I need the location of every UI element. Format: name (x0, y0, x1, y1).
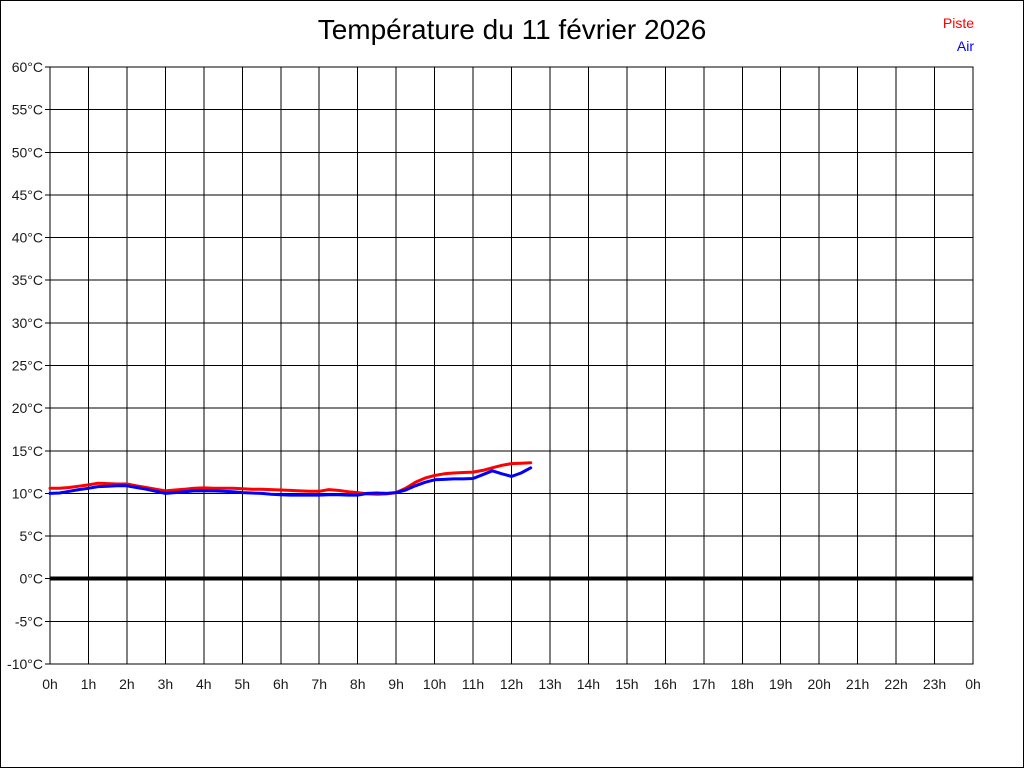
svg-text:20h: 20h (808, 676, 831, 692)
svg-text:22h: 22h (884, 676, 907, 692)
svg-text:0h: 0h (965, 676, 981, 692)
svg-text:6h: 6h (273, 676, 289, 692)
svg-text:1h: 1h (81, 676, 97, 692)
chart-legend: Piste Air (943, 12, 974, 58)
svg-text:4h: 4h (196, 676, 212, 692)
svg-text:-10°C: -10°C (7, 656, 43, 672)
svg-text:25°C: 25°C (12, 358, 43, 374)
svg-text:16h: 16h (654, 676, 677, 692)
svg-text:11h: 11h (462, 676, 484, 692)
legend-item-air: Air (956, 38, 974, 54)
svg-text:10°C: 10°C (12, 485, 43, 501)
svg-text:14h: 14h (577, 676, 600, 692)
svg-text:-5°C: -5°C (15, 613, 43, 629)
svg-text:5h: 5h (235, 676, 251, 692)
svg-text:0°C: 0°C (20, 571, 44, 587)
svg-text:7h: 7h (311, 676, 327, 692)
svg-text:30°C: 30°C (12, 315, 43, 331)
svg-text:5°C: 5°C (20, 528, 44, 544)
svg-text:9h: 9h (388, 676, 404, 692)
legend-item-piste: Piste (942, 15, 974, 31)
series-piste-line (48, 461, 533, 496)
svg-text:23h: 23h (923, 676, 946, 692)
svg-text:0h: 0h (42, 676, 58, 692)
svg-text:55°C: 55°C (12, 102, 43, 118)
svg-text:21h: 21h (846, 676, 869, 692)
svg-text:8h: 8h (350, 676, 366, 692)
svg-text:15h: 15h (615, 676, 638, 692)
svg-text:12h: 12h (500, 676, 523, 692)
svg-text:45°C: 45°C (12, 187, 43, 203)
svg-text:3h: 3h (158, 676, 174, 692)
chart-title: Température du 11 février 2026 (317, 14, 707, 45)
svg-text:13h: 13h (538, 676, 561, 692)
svg-text:10h: 10h (423, 676, 446, 692)
svg-text:17h: 17h (692, 676, 715, 692)
svg-text:19h: 19h (769, 676, 792, 692)
svg-text:15°C: 15°C (12, 443, 43, 459)
svg-text:18h: 18h (731, 676, 754, 692)
svg-text:20°C: 20°C (12, 400, 43, 416)
svg-text:2h: 2h (119, 676, 135, 692)
series-air-line (48, 466, 533, 497)
svg-text:35°C: 35°C (12, 272, 43, 288)
svg-text:40°C: 40°C (12, 230, 43, 246)
svg-text:60°C: 60°C (12, 59, 43, 75)
svg-text:50°C: 50°C (12, 144, 43, 160)
